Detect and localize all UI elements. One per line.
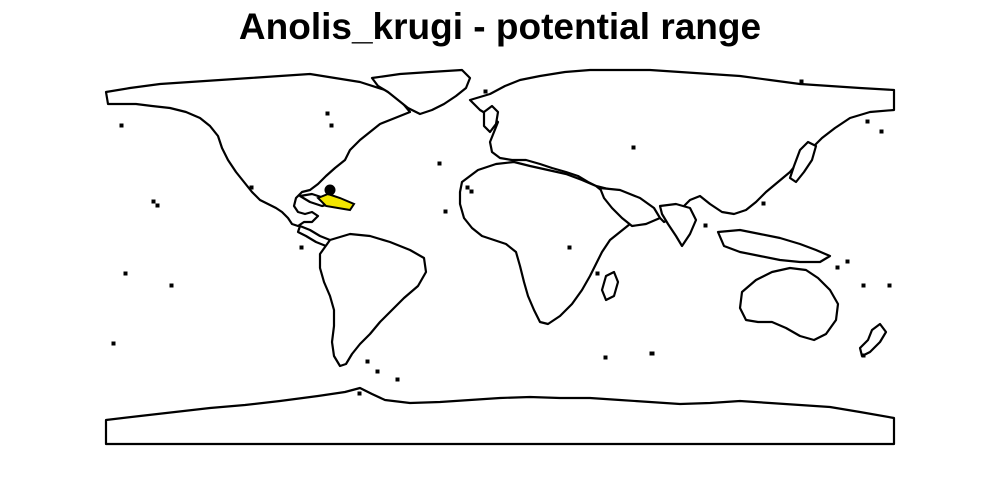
potential-range-caribbean bbox=[316, 192, 356, 212]
north-america bbox=[104, 72, 412, 228]
eurasia bbox=[468, 68, 896, 224]
australia bbox=[738, 266, 840, 342]
arabia bbox=[598, 186, 662, 228]
japan bbox=[788, 140, 818, 184]
indonesia bbox=[716, 228, 832, 264]
antarctica bbox=[104, 386, 896, 446]
bahamas-island bbox=[324, 184, 336, 196]
map-title: Anolis_krugi - potential range bbox=[238, 6, 762, 47]
africa bbox=[458, 160, 632, 326]
madagascar bbox=[600, 270, 620, 302]
small-islands bbox=[111, 79, 892, 396]
new-zealand bbox=[858, 322, 888, 358]
british-isles bbox=[482, 104, 500, 134]
india bbox=[658, 202, 698, 248]
south-america bbox=[318, 232, 428, 368]
greenland bbox=[370, 68, 472, 116]
